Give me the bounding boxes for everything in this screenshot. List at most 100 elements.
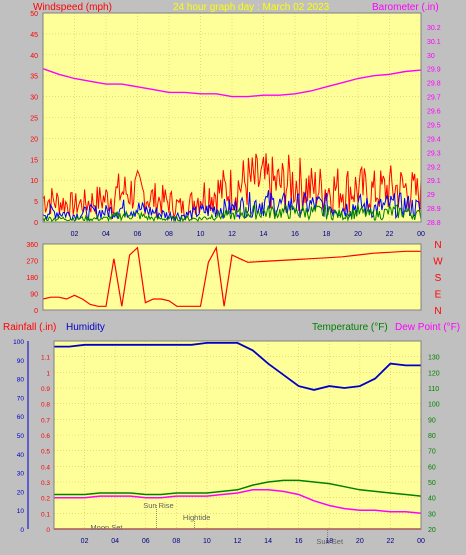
rain-tick-6: 0.6 bbox=[41, 433, 50, 440]
rain-axis-title: Rainfall (.in) bbox=[3, 322, 56, 333]
direction-plot-border bbox=[42, 243, 422, 311]
rain-tick-9: 0.9 bbox=[41, 386, 50, 393]
direction-series bbox=[42, 245, 421, 307]
hum-tick-30: 30 bbox=[17, 471, 25, 478]
baro-tick-1: 28.9 bbox=[427, 206, 441, 213]
dir-tick-90: 90 bbox=[30, 292, 38, 299]
wind-tick-25: 25 bbox=[30, 116, 38, 123]
rain-tick-3: 0.3 bbox=[41, 480, 50, 487]
x-tick-12: 12 bbox=[228, 231, 236, 238]
direction-ticks: 0 90 180 270 360 bbox=[26, 242, 38, 315]
wind-tick-40: 40 bbox=[30, 53, 38, 60]
wind-min-line bbox=[42, 204, 422, 223]
x-tick-10: 10 bbox=[197, 231, 205, 238]
hum-tick-70: 70 bbox=[17, 395, 25, 402]
wind-tick-0: 0 bbox=[34, 220, 38, 227]
temp-ticks: 20 30 40 50 60 70 80 90 100 110 120 130 bbox=[428, 355, 440, 534]
barometer-axis-title: Barometer (.in) bbox=[372, 2, 439, 13]
wind-tick-30: 30 bbox=[30, 95, 38, 102]
hum-tick-50: 50 bbox=[17, 433, 25, 440]
bx-tick-18: 18 bbox=[325, 538, 333, 545]
wind-series bbox=[42, 68, 422, 223]
rain-tick-5: 0.5 bbox=[41, 449, 50, 456]
dew_point-line bbox=[54, 489, 422, 515]
annot-2: Hightide bbox=[183, 513, 211, 522]
hum-tick-10: 10 bbox=[17, 508, 25, 515]
temp-tick-120: 120 bbox=[428, 370, 440, 377]
x-tick-22: 22 bbox=[386, 231, 394, 238]
x-tick-08: 08 bbox=[165, 231, 173, 238]
compass-4: N bbox=[434, 306, 441, 317]
baro-tick-3: 29.1 bbox=[427, 178, 441, 185]
baro-tick-6: 29.4 bbox=[427, 136, 441, 143]
annot-0: Moon Set bbox=[90, 523, 123, 532]
rain-tick-8: 0.8 bbox=[41, 402, 50, 409]
temp-tick-110: 110 bbox=[428, 386, 439, 393]
x-tick-00: 00 bbox=[417, 231, 425, 238]
temp-tick-30: 30 bbox=[428, 511, 436, 518]
wind-ticks: 0 5 10 15 20 25 30 35 40 45 50 bbox=[30, 11, 38, 227]
hum-tick-100: 100 bbox=[13, 339, 24, 346]
baro-tick-0: 28.8 bbox=[427, 220, 441, 227]
rain-tick-4: 0.4 bbox=[41, 464, 50, 471]
astronomy-annotations: Moon Set Sun Rise Hightide Sun Set bbox=[90, 501, 344, 546]
dir-tick-180: 180 bbox=[26, 275, 38, 282]
baro-tick-4: 29.2 bbox=[427, 164, 441, 171]
top-x-ticks: 02 04 06 08 10 12 14 16 18 20 22 00 bbox=[71, 231, 425, 238]
temp-tick-90: 90 bbox=[428, 417, 436, 424]
baro-tick-7: 29.5 bbox=[427, 122, 441, 129]
bx-tick-00: 00 bbox=[417, 538, 425, 545]
rain-tick-10: 1 bbox=[46, 370, 50, 377]
wind-tick-5: 5 bbox=[34, 199, 38, 206]
wind-tick-45: 45 bbox=[30, 32, 38, 39]
wind-tick-20: 20 bbox=[30, 136, 38, 143]
bx-tick-22: 22 bbox=[387, 538, 395, 545]
bottom-plot-border bbox=[53, 340, 422, 530]
dir-tick-360: 360 bbox=[26, 242, 38, 249]
wind-tick-50: 50 bbox=[30, 11, 38, 18]
dew-axis-title: Dew Point (°F) bbox=[395, 322, 460, 333]
x-tick-02: 02 bbox=[71, 231, 79, 238]
compass-1: W bbox=[433, 257, 443, 268]
temp-tick-20: 20 bbox=[428, 527, 436, 534]
hum-tick-20: 20 bbox=[17, 489, 25, 496]
bx-tick-12: 12 bbox=[234, 538, 242, 545]
x-tick-04: 04 bbox=[102, 231, 110, 238]
humidity-line bbox=[54, 342, 421, 391]
x-tick-18: 18 bbox=[323, 231, 331, 238]
x-tick-20: 20 bbox=[354, 231, 362, 238]
direction-line bbox=[42, 245, 421, 307]
compass-3: E bbox=[435, 290, 442, 301]
baro-tick-12: 30 bbox=[427, 53, 435, 60]
compass-0: N bbox=[434, 240, 441, 251]
bx-tick-06: 06 bbox=[142, 538, 150, 545]
bx-tick-10: 10 bbox=[203, 538, 211, 545]
temperature-line bbox=[54, 479, 422, 497]
rain-tick-1: 0.1 bbox=[41, 511, 50, 518]
bx-tick-02: 02 bbox=[81, 538, 89, 545]
bx-tick-08: 08 bbox=[172, 538, 180, 545]
bx-tick-04: 04 bbox=[111, 538, 119, 545]
graph-title: 24 hour graph day : March 02 2023 bbox=[173, 2, 330, 13]
x-tick-14: 14 bbox=[260, 231, 268, 238]
bx-tick-16: 16 bbox=[295, 538, 303, 545]
temp-tick-100: 100 bbox=[428, 402, 440, 409]
annot-1: Sun Rise bbox=[143, 501, 173, 510]
hum-tick-60: 60 bbox=[17, 414, 25, 421]
hum-tick-40: 40 bbox=[17, 452, 25, 459]
wind-axis-title: Windspeed (mph) bbox=[33, 2, 112, 13]
temp-tick-40: 40 bbox=[428, 496, 436, 503]
baro-tick-13: 30.1 bbox=[427, 39, 441, 46]
dir-tick-0: 0 bbox=[34, 308, 38, 315]
baro-tick-2: 29 bbox=[427, 192, 435, 199]
bx-tick-20: 20 bbox=[356, 538, 364, 545]
x-tick-16: 16 bbox=[291, 231, 299, 238]
temp-tick-70: 70 bbox=[428, 449, 436, 456]
rain-tick-2: 0.2 bbox=[41, 496, 50, 503]
barometer-line bbox=[42, 68, 422, 98]
temp-tick-130: 130 bbox=[428, 355, 440, 362]
annot-3: Sun Set bbox=[316, 537, 344, 546]
temp-tick-80: 80 bbox=[428, 433, 436, 440]
hum-tick-0: 0 bbox=[20, 527, 24, 534]
